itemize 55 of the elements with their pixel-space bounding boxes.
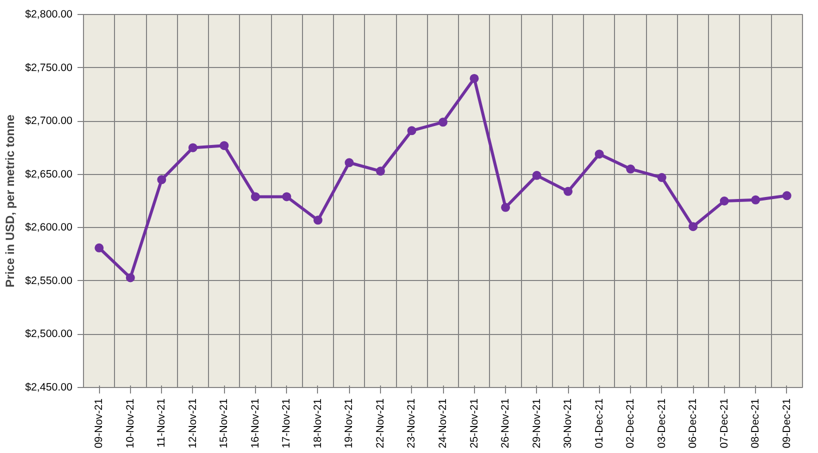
x-tick-label: 09-Dec-21 bbox=[780, 398, 793, 448]
y-tick-label: $2,650.00 bbox=[25, 168, 73, 180]
point bbox=[720, 196, 729, 206]
point bbox=[470, 74, 479, 83]
y-tick-label: $2,700.00 bbox=[25, 115, 73, 128]
y-tick-label: $2,550.00 bbox=[25, 274, 73, 287]
y-tick-label: $2,450.00 bbox=[25, 382, 73, 394]
point bbox=[782, 191, 792, 200]
point bbox=[126, 273, 135, 282]
x-tick-label: 11-Nov-21 bbox=[156, 398, 168, 448]
point bbox=[594, 150, 604, 159]
y-tick-label: $2,800.00 bbox=[25, 8, 73, 20]
point bbox=[532, 170, 542, 180]
point bbox=[751, 195, 760, 204]
y-tick-label: $2,750.00 bbox=[25, 62, 73, 74]
point bbox=[688, 222, 698, 232]
point bbox=[657, 173, 666, 182]
x-tick-label: 09-Nov-21 bbox=[93, 398, 106, 448]
point bbox=[501, 202, 510, 212]
point bbox=[407, 126, 416, 136]
y-axis-title: Price in USD, per metric tonne bbox=[3, 114, 18, 288]
point bbox=[344, 158, 354, 168]
x-tick-label: 08-Dec-21 bbox=[750, 398, 762, 448]
point bbox=[282, 192, 292, 202]
x-tick-label: 12-Nov-21 bbox=[186, 398, 199, 448]
x-tick-label: 17-Nov-21 bbox=[280, 398, 293, 448]
point bbox=[313, 216, 322, 225]
x-tick-label: 23-Nov-21 bbox=[406, 398, 418, 448]
x-tick-label: 15-Nov-21 bbox=[218, 398, 230, 448]
x-tick-label: 03-Dec-21 bbox=[656, 398, 668, 448]
point bbox=[626, 164, 636, 174]
point bbox=[564, 186, 573, 196]
x-tick-label: 26-Nov-21 bbox=[500, 398, 512, 448]
x-tick-label: 02-Dec-21 bbox=[624, 398, 637, 448]
point bbox=[250, 192, 260, 202]
x-tick-label: 06-Dec-21 bbox=[687, 398, 700, 448]
x-tick-label: 01-Dec-21 bbox=[593, 398, 606, 448]
x-tick-label: 30-Nov-21 bbox=[562, 398, 574, 448]
x-tick-label: 25-Nov-21 bbox=[468, 398, 480, 448]
x-tick-label: 10-Nov-21 bbox=[124, 398, 136, 448]
point bbox=[220, 141, 229, 150]
y-tick-label: $2,500.00 bbox=[25, 328, 73, 340]
x-tick-label: 29-Nov-21 bbox=[530, 398, 543, 448]
point bbox=[157, 175, 166, 184]
point bbox=[438, 118, 448, 127]
y-tick-label: $2,600.00 bbox=[25, 222, 73, 234]
x-tick-label: 22-Nov-21 bbox=[374, 398, 386, 448]
x-tick-label: 16-Nov-21 bbox=[249, 398, 262, 448]
x-tick-label: 07-Dec-21 bbox=[718, 398, 730, 448]
x-tick-label: 19-Nov-21 bbox=[343, 398, 356, 448]
point bbox=[94, 243, 104, 252]
point bbox=[188, 143, 198, 152]
point bbox=[376, 166, 385, 176]
x-tick-label: 24-Nov-21 bbox=[437, 398, 449, 448]
x-tick-label: 18-Nov-21 bbox=[312, 398, 324, 448]
